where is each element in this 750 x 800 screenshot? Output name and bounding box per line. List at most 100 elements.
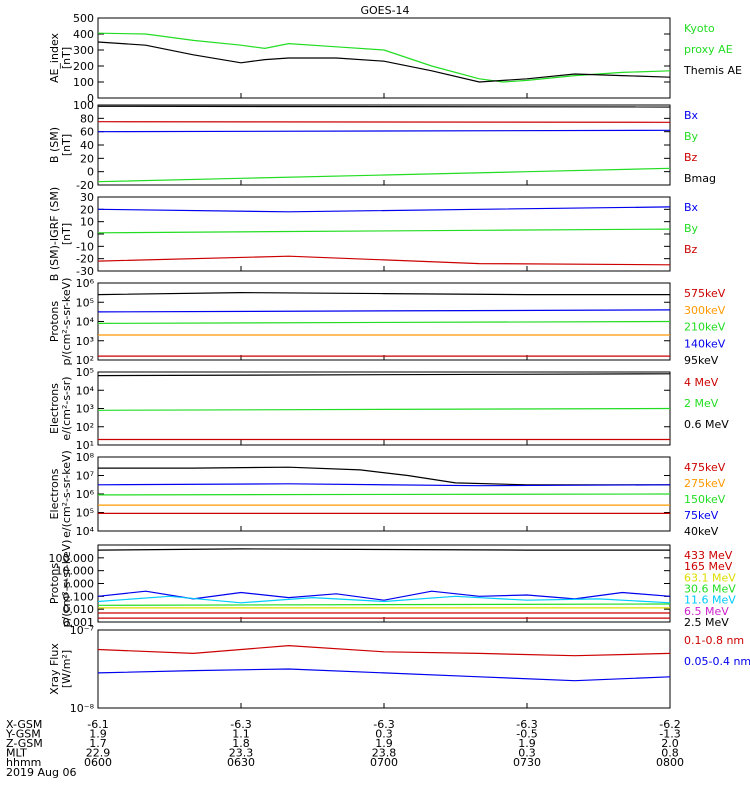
y-axis-label: e/(cm²-s-sr) [60,376,73,440]
series-line [97,206,671,213]
y-tick-label: 10.000 [56,565,95,578]
legend-entry: 6.5 MeV [684,605,729,618]
chart-title: GOES-14 [360,4,409,17]
legend-entry: 30.6 MeV [684,583,736,596]
legend-entry: 475keV [684,461,726,474]
y-tick-label: 10⁵ [76,296,94,309]
footer-value: -6.3 [373,718,394,731]
legend-entry: 95keV [684,354,719,367]
series-line [98,466,670,486]
y-axis-label: Protons [48,563,61,604]
y-tick-label: 10⁻⁷ [70,624,94,637]
y-tick-label: 10³ [76,335,94,348]
series-line [97,129,671,133]
y-tick-label: -10 [76,240,94,253]
y-tick-label: 80 [80,112,94,125]
y-tick-label: 10⁷ [76,470,94,483]
legend-entry: 75keV [684,509,719,522]
y-tick-label: 10⁵ [76,507,94,520]
y-axis-label: Xray Flux [48,643,61,695]
legend-entry: 300keV [684,304,726,317]
y-axis-label: B (SM)-IGRF (SM) [48,187,61,281]
y-tick-label: 0 [87,92,94,105]
panel-5: 10¹ 10² 10³ 10⁴ 10⁵ Electrons e/(cm²-s-sr) 4 Me… [48,366,729,452]
footer-row-label: Z-GSM [6,737,43,750]
footer-value: -6.1 [87,718,108,731]
legend-entry: 0.6 MeV [684,418,729,431]
y-tick-label: 200 [73,60,94,73]
series-line [97,167,671,183]
y-tick-label: 10⁶ [76,488,95,501]
footer-value: 2.0 [661,737,679,750]
legend-entry: By [684,222,699,235]
series-line [97,291,670,296]
y-axis-label: Protons [48,301,61,342]
footer-value: 0.3 [375,728,393,741]
date-label: 2019 Aug 06 [6,766,76,779]
y-tick-label: 10 [80,216,94,229]
y-tick-label: -20 [76,179,94,192]
y-tick-label: 100 [73,99,94,112]
footer-value: 1.7 [89,737,107,750]
legend-entry: 575keV [684,287,726,300]
series-line [97,32,671,83]
legend-entry: 165 MeV [684,560,733,573]
legend-entry: By [684,130,699,143]
y-tick-label: 20 [80,203,94,216]
y-axis-label: e/(cm²-s-sr-keV) [60,450,73,538]
panel-1: 0 100 200 300 400 500 AE_index [nT] Kyoto proxy A… [48,12,742,105]
legend-entry: 40keV [684,525,719,538]
y-tick-label: 60 [80,126,94,139]
series-line [97,407,671,411]
legend-entry: proxy AE [684,43,733,56]
series-line [97,493,671,496]
y-axis-label: Electrons [48,383,61,434]
panel-8: 10⁻⁸ 10⁻⁷ Xray Flux [W/m²] 0.1-0.8 nm 0.05-0.… [48,624,750,715]
y-axis-label: [nT] [60,47,73,69]
footer-value: 23.3 [229,747,254,760]
footer-row-label: X-GSM [6,718,42,731]
y-tick-label: 500 [73,12,94,25]
y-tick-label: 0 [87,166,94,179]
y-axis-label: [nT] [60,134,73,156]
y-axis-label: Electrons [48,468,61,519]
y-tick-label: 10⁴ [76,316,95,329]
panel-frame [97,629,671,709]
footer-row-label: hhmm [6,756,41,769]
y-tick-label: 10² [76,421,94,434]
series-line [97,228,671,234]
y-tick-label: -30 [76,265,94,278]
footer-value: 0.8 [661,747,679,760]
y-tick-label: 10¹ [76,439,94,452]
y-tick-label: 10⁴ [76,384,95,397]
legend-entry: Bz [684,151,698,164]
legend-entry: 433 MeV [684,549,733,562]
series-line [97,41,671,83]
y-tick-label: 10⁵ [76,366,94,379]
y-axis-label: [nT] [60,223,73,245]
footer-value: -1.3 [659,728,680,741]
y-tick-label: -20 [76,253,94,266]
footer-value: 0600 [84,756,112,769]
y-tick-label: 100 [73,76,94,89]
panel-frame [97,104,671,186]
y-axis-label: AE_index [48,32,61,83]
legend-entry: 0.1-0.8 nm [684,634,744,647]
footer-ephemeris: X-GSM -6.1 -6.3 -6.3 -6.3 -6.2 Y-GSM 1.9 1.1 0.3 -… [5,718,684,769]
footer-value: 0730 [513,756,541,769]
footer-value: 0.3 [518,747,536,760]
y-tick-label: 10³ [76,403,94,416]
y-tick-label: 0.010 [63,603,95,616]
panel-frame [97,544,671,623]
legend-entry: Bx [684,109,699,122]
y-tick-label: 400 [73,28,94,41]
y-axis-label: [W/m²] [60,650,73,688]
legend-entry: Kyoto [684,22,715,35]
panel-6: 10⁴ 10⁵ 10⁶ 10⁷ 10⁸ Electrons e/(cm²-s-sr-keV)… [48,450,726,538]
y-tick-label: 1.000 [63,578,95,591]
y-tick-label: 0.001 [63,616,95,629]
footer-value: -6.2 [659,718,680,731]
series-line [97,668,671,682]
legend-entry: 11.6 MeV [684,594,736,607]
